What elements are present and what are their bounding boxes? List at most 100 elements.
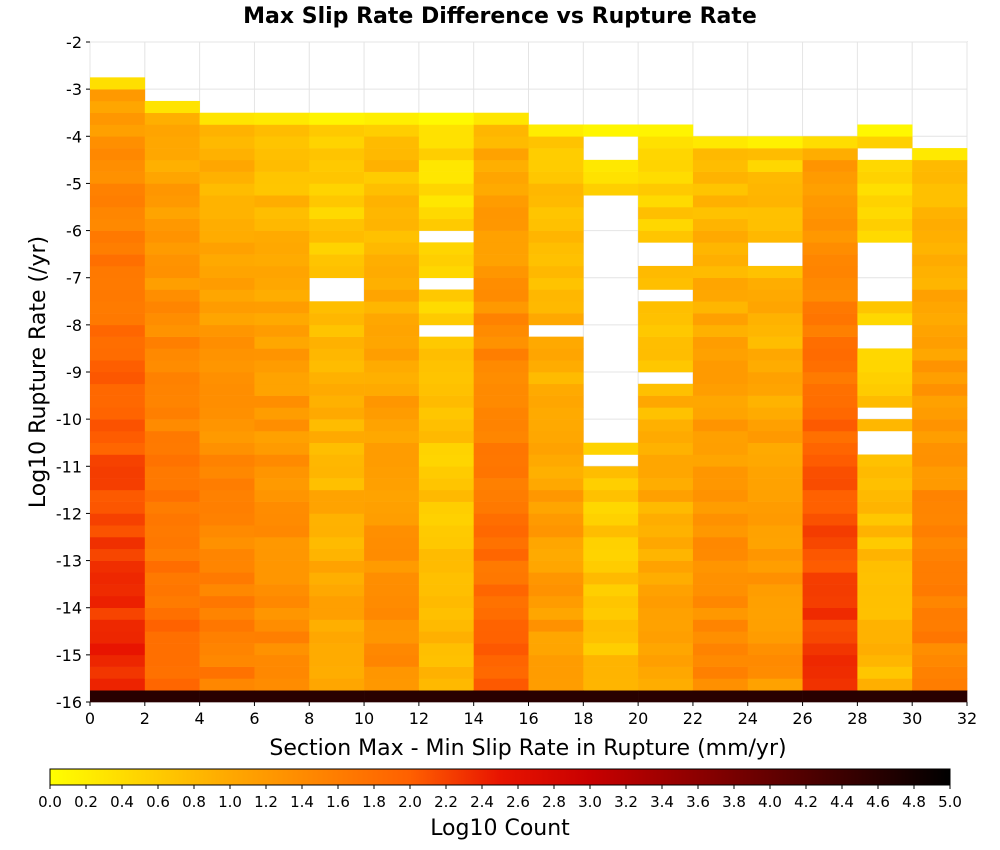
heatmap-cell (199, 454, 255, 467)
heatmap-cell (912, 148, 968, 161)
heatmap-cell (309, 265, 365, 279)
heatmap-cell (254, 289, 310, 302)
heatmap-cell (473, 148, 529, 161)
heatmap-cell (254, 265, 310, 279)
heatmap-cell (473, 466, 529, 479)
heatmap-cell (857, 501, 913, 514)
heatmap-cell (692, 372, 749, 385)
heatmap-cell (364, 619, 420, 632)
heatmap-cell (692, 195, 749, 208)
heatmap-cell (254, 607, 310, 620)
heatmap-cell (473, 183, 529, 196)
heatmap-cell (857, 607, 913, 620)
colorbar-tick-label: 2.2 (434, 793, 458, 811)
heatmap-cell (144, 313, 200, 326)
heatmap-cell (254, 419, 310, 432)
x-tick-label: 10 (354, 709, 374, 728)
heatmap-cell (528, 584, 584, 597)
heatmap-cell (364, 607, 420, 620)
heatmap-cell (418, 560, 474, 573)
heatmap-cell (144, 678, 200, 691)
heatmap-cell (912, 171, 968, 184)
heatmap-cell (692, 360, 749, 373)
heatmap-cell (857, 537, 913, 550)
heatmap-cell (802, 395, 858, 408)
heatmap-cell (638, 595, 694, 609)
heatmap-cell (254, 513, 310, 526)
heatmap-cell (309, 372, 365, 385)
heatmap-cell (747, 678, 803, 691)
heatmap-cell (528, 383, 584, 396)
heatmap-cell (144, 372, 200, 385)
heatmap-cell (90, 419, 146, 432)
heatmap-cell (473, 383, 529, 396)
heatmap-cell (802, 254, 858, 267)
heatmap-cell (364, 372, 420, 385)
heatmap-cell (199, 466, 255, 479)
heatmap-cell (199, 631, 255, 644)
heatmap-cell (144, 207, 200, 220)
heatmap-cell (638, 631, 694, 644)
heatmap-cell (638, 430, 694, 444)
y-tick-label: -2 (66, 33, 82, 52)
heatmap-cell (199, 265, 255, 279)
heatmap-cell (90, 372, 146, 385)
heatmap-cell (747, 666, 803, 679)
heatmap-cell (199, 595, 255, 609)
y-tick-label: -15 (56, 646, 82, 665)
heatmap-cell (364, 301, 420, 314)
heatmap-cell (802, 501, 858, 514)
heatmap-cell (254, 148, 310, 161)
heatmap-cell (418, 336, 474, 349)
heatmap-cell (638, 183, 694, 196)
heatmap-cell (638, 136, 694, 149)
heatmap-cell (199, 442, 255, 455)
heatmap-cell (418, 584, 474, 597)
heatmap-cell (528, 171, 584, 184)
heatmap-cell (857, 348, 913, 361)
heatmap-cell (144, 230, 200, 243)
heatmap-cell (144, 195, 200, 208)
heatmap-cell (309, 124, 365, 137)
heatmap-cell (528, 442, 584, 455)
heatmap-cell (528, 466, 584, 479)
heatmap-cell (692, 643, 749, 656)
heatmap-cells (90, 77, 968, 703)
heatmap-cell (638, 277, 694, 290)
heatmap-cell (144, 619, 200, 632)
heatmap-cell (473, 372, 529, 385)
heatmap-cell (802, 690, 858, 703)
heatmap-cell (802, 430, 858, 444)
heatmap-cell (747, 207, 803, 220)
heatmap-cell (418, 654, 474, 667)
heatmap-cell (638, 230, 694, 243)
colorbar-tick-label: 2.0 (398, 793, 422, 811)
heatmap-cell (528, 277, 584, 290)
heatmap-cell (473, 442, 529, 455)
heatmap-cell (857, 466, 913, 479)
heatmap-cell (747, 324, 803, 337)
heatmap-cell (144, 242, 200, 255)
heatmap-cell (254, 112, 310, 125)
heatmap-cell (364, 525, 420, 538)
heatmap-cell (199, 690, 255, 703)
heatmap-cell (199, 136, 255, 149)
heatmap-cell (857, 301, 913, 314)
heatmap-cell (912, 195, 968, 208)
heatmap-cell (583, 501, 639, 514)
heatmap-cell (309, 183, 365, 196)
heatmap-cell (254, 690, 310, 703)
heatmap-cell (199, 537, 255, 550)
heatmap-cell (90, 254, 146, 267)
heatmap-cell (802, 489, 858, 502)
heatmap-cell (309, 489, 365, 502)
colorbar (49, 768, 951, 786)
heatmap-cell (199, 195, 255, 208)
heatmap-cell (912, 548, 968, 561)
heatmap-cell (638, 501, 694, 514)
heatmap-cell (638, 466, 694, 479)
heatmap-cell (802, 631, 858, 644)
heatmap-cell (364, 643, 420, 656)
heatmap-cell (144, 254, 200, 267)
heatmap-cell (802, 654, 858, 667)
